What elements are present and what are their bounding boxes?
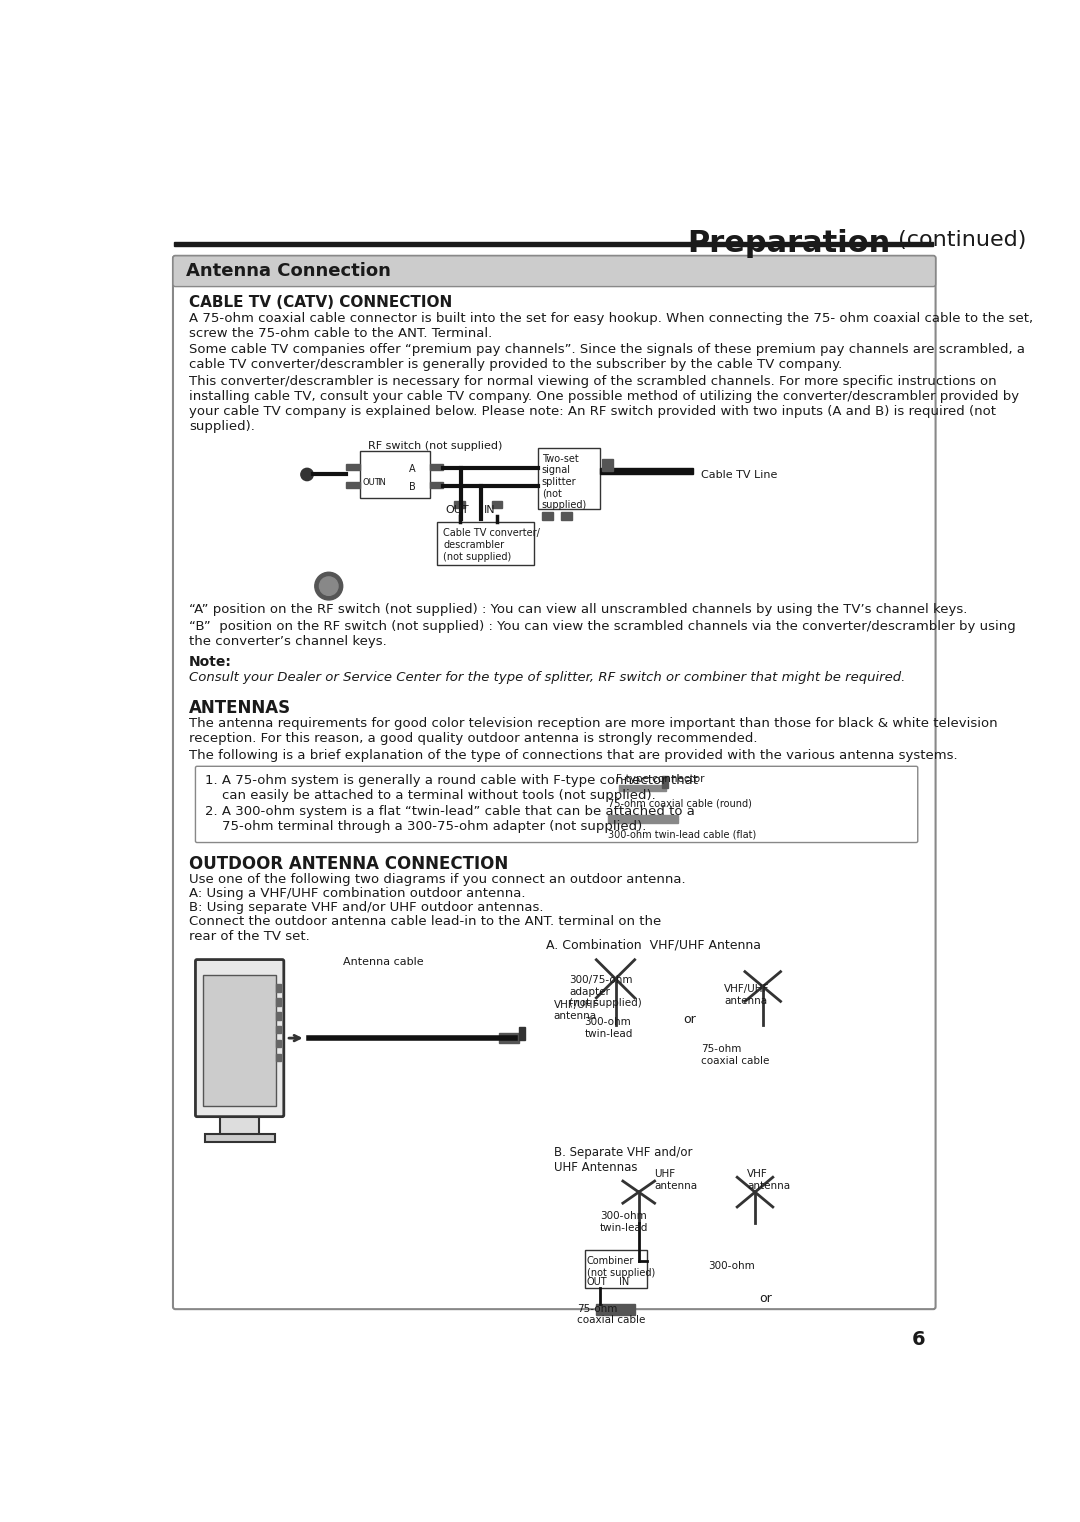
Bar (518, 1026, 525, 1041)
Text: B. Separate VHF and/or
UHF Antennas: B. Separate VHF and/or UHF Antennas (554, 1146, 692, 1173)
Bar (499, 1033, 518, 1043)
Text: 300-ohm
twin-lead: 300-ohm twin-lead (584, 1017, 633, 1040)
Text: IN: IN (619, 1277, 630, 1286)
Bar (276, 1040, 281, 1047)
FancyBboxPatch shape (195, 959, 284, 1117)
Bar (491, 501, 502, 508)
Bar (538, 447, 600, 510)
Text: RF switch (not supplied): RF switch (not supplied) (367, 440, 502, 451)
Text: OUTDOOR ANTENNA CONNECTION: OUTDOOR ANTENNA CONNECTION (189, 855, 509, 872)
FancyBboxPatch shape (195, 766, 918, 843)
Bar (276, 985, 281, 992)
FancyBboxPatch shape (173, 256, 935, 1309)
Bar (662, 776, 669, 788)
Bar (360, 452, 430, 498)
Text: “A” position on the RF switch (not supplied) : You can view all unscrambled chan: “A” position on the RF switch (not suppl… (189, 603, 968, 616)
Text: 300/75-ohm
adapter
(not supplied): 300/75-ohm adapter (not supplied) (569, 976, 642, 1008)
Bar (600, 469, 693, 475)
Text: 300-ohm
twin-lead: 300-ohm twin-lead (600, 1212, 648, 1233)
Bar (437, 522, 535, 565)
Text: OUT: OUT (445, 505, 469, 516)
Text: OUT: OUT (586, 1277, 607, 1286)
Text: VHF/UHF
antenna: VHF/UHF antenna (554, 1000, 599, 1021)
Text: (continued): (continued) (891, 230, 1026, 251)
Bar (608, 814, 677, 819)
Text: B: B (409, 482, 416, 492)
Text: The antenna requirements for good color television reception are more important : The antenna requirements for good color … (189, 717, 998, 746)
Bar (203, 976, 276, 1106)
Bar (542, 513, 553, 521)
Text: Note:: Note: (189, 656, 232, 670)
Text: A. Combination  VHF/UHF Antenna: A. Combination VHF/UHF Antenna (545, 938, 760, 951)
Text: ANTENNAS: ANTENNAS (189, 699, 292, 717)
Bar (276, 1026, 281, 1033)
Bar (603, 460, 613, 472)
Text: Cable TV Line: Cable TV Line (701, 470, 778, 479)
Text: 2. A 300-ohm system is a flat “twin-lead” cable that can be attached to a
    75: 2. A 300-ohm system is a flat “twin-lead… (205, 805, 694, 833)
Text: A: Using a VHF/UHF combination outdoor antenna.: A: Using a VHF/UHF combination outdoor a… (189, 887, 526, 900)
Text: A 75-ohm coaxial cable connector is built into the set for easy hookup. When con: A 75-ohm coaxial cable connector is buil… (189, 312, 1034, 339)
Text: Preparation: Preparation (687, 228, 891, 257)
Circle shape (314, 572, 342, 600)
Bar (346, 482, 360, 489)
Bar (276, 1053, 281, 1061)
Text: Connect the outdoor antenna cable lead-in to the ANT. terminal on the
rear of th: Connect the outdoor antenna cable lead-i… (189, 915, 661, 944)
Text: B: Using separate VHF and/or UHF outdoor antennas.: B: Using separate VHF and/or UHF outdoor… (189, 901, 543, 915)
Bar (276, 998, 281, 1006)
Bar (596, 1304, 635, 1315)
Circle shape (320, 577, 338, 595)
Text: VHF
antenna: VHF antenna (747, 1169, 791, 1190)
Bar (205, 1134, 274, 1142)
Text: 75-ohm
coaxial cable: 75-ohm coaxial cable (577, 1304, 645, 1326)
Bar (608, 819, 677, 822)
Text: Two-set
signal
splitter
(not
supplied): Two-set signal splitter (not supplied) (542, 454, 588, 510)
Bar (619, 785, 666, 791)
Bar (174, 242, 933, 245)
Text: 75-ohm coaxial cable (round): 75-ohm coaxial cable (round) (608, 799, 752, 808)
Circle shape (301, 469, 313, 481)
Bar (430, 464, 444, 470)
Text: Combiner
(not supplied): Combiner (not supplied) (586, 1256, 656, 1277)
Bar (562, 513, 572, 521)
Text: Use one of the following two diagrams if you connect an outdoor antenna.: Use one of the following two diagrams if… (189, 874, 686, 886)
Text: “B”  position on the RF switch (not supplied) : You can view the scrambled chann: “B” position on the RF switch (not suppl… (189, 619, 1016, 648)
Text: 6: 6 (912, 1330, 926, 1348)
Text: 300-ohm: 300-ohm (708, 1262, 755, 1271)
Bar (346, 464, 360, 470)
FancyBboxPatch shape (173, 256, 935, 286)
Text: A: A (409, 464, 416, 473)
Text: IN: IN (484, 505, 496, 516)
Text: IN: IN (377, 478, 386, 487)
Text: 1. A 75-ohm system is generally a round cable with F-type connector that
    can: 1. A 75-ohm system is generally a round … (205, 775, 698, 802)
Text: F-type connector: F-type connector (616, 775, 704, 784)
Text: OUT: OUT (363, 478, 380, 487)
Text: 75-ohm
coaxial cable: 75-ohm coaxial cable (701, 1044, 769, 1065)
Text: CABLE TV (CATV) CONNECTION: CABLE TV (CATV) CONNECTION (189, 295, 453, 310)
Bar (276, 1012, 281, 1020)
Bar (220, 1116, 259, 1138)
Text: This converter/descrambler is necessary for normal viewing of the scrambled chan: This converter/descrambler is necessary … (189, 374, 1020, 434)
Text: Consult your Dealer or Service Center for the type of splitter, RF switch or com: Consult your Dealer or Service Center fo… (189, 671, 906, 683)
Text: 300-ohm twin-lead cable (flat): 300-ohm twin-lead cable (flat) (608, 829, 756, 840)
Text: Cable TV converter/
descrambler
(not supplied): Cable TV converter/ descrambler (not sup… (444, 528, 540, 562)
Bar (430, 482, 444, 489)
Text: Some cable TV companies offer “premium pay channels”. Since the signals of these: Some cable TV companies offer “premium p… (189, 342, 1025, 371)
Bar (584, 1250, 647, 1288)
Text: Antenna cable: Antenna cable (342, 957, 423, 968)
Text: Antenna Connection: Antenna Connection (186, 262, 391, 280)
Text: The following is a brief explanation of the type of connections that are provide: The following is a brief explanation of … (189, 749, 958, 763)
Bar (455, 501, 465, 508)
Text: UHF
antenna: UHF antenna (654, 1169, 698, 1190)
Text: VHF/UHF
antenna: VHF/UHF antenna (724, 985, 769, 1006)
Text: or: or (759, 1292, 771, 1306)
Text: or: or (684, 1014, 697, 1026)
